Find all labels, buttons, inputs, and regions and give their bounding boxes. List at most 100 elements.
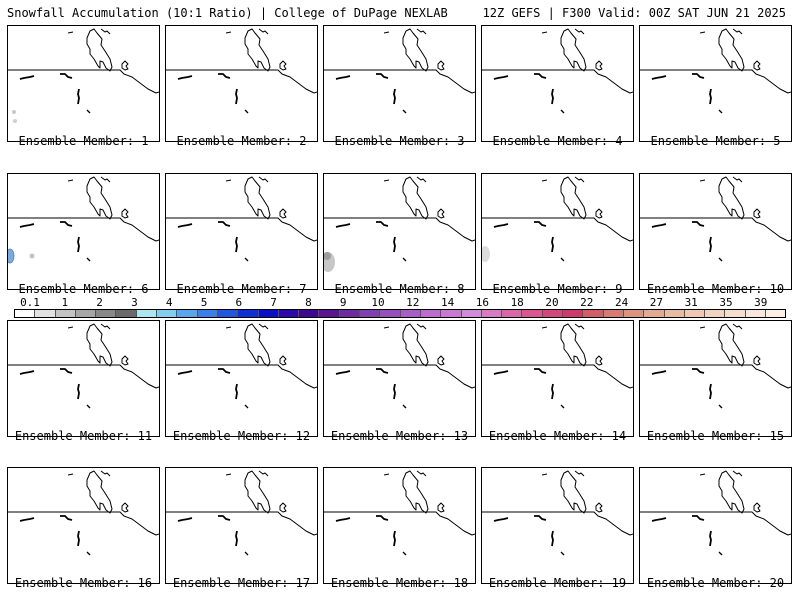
colorbar-swatch [15, 310, 36, 317]
colorbar-tick-label: 10 [371, 296, 385, 309]
ensemble-member-label: Ensemble Member: 16 [14, 576, 153, 590]
basemap-outline [166, 28, 317, 114]
colorbar-swatch [380, 310, 401, 317]
basemap-outline [8, 323, 159, 409]
basemap-outline [324, 28, 475, 114]
ensemble-map-panel [165, 320, 318, 437]
colorbar-swatch [583, 310, 604, 317]
colorbar-swatch [725, 310, 746, 317]
colorbar-tick-label: 35 [719, 296, 733, 309]
ensemble-map-panel [639, 173, 792, 290]
ensemble-member-label: Ensemble Member: 17 [172, 576, 311, 590]
colorbar-tick-label: 14 [440, 296, 455, 309]
basemap-outline [324, 323, 475, 409]
colorbar-tick-label: 39 [754, 296, 768, 309]
colorbar-swatch [238, 310, 259, 317]
colorbar-swatch [217, 310, 239, 317]
colorbar-swatch [157, 310, 178, 317]
basemap-outline [482, 323, 633, 409]
colorbar-swatch [96, 310, 117, 317]
basemap-outline [166, 323, 317, 409]
colorbar-tick-label: 4 [165, 296, 173, 309]
ensemble-map-panel [639, 467, 792, 584]
colorbar-swatch [299, 310, 320, 317]
ensemble-map-panel [7, 320, 160, 437]
colorbar-swatch [360, 310, 381, 317]
colorbar-tick-label: 24 [614, 296, 629, 309]
ensemble-member-label: Ensemble Member: 13 [330, 429, 469, 443]
basemap-outline [8, 470, 159, 556]
ensemble-map-panel [323, 173, 476, 290]
ensemble-map-panel [481, 467, 634, 584]
basemap-outline [640, 323, 791, 409]
colorbar-swatch [522, 310, 543, 317]
colorbar-tick-label: 27 [649, 296, 664, 309]
map-title: Snowfall Accumulation (10:1 Ratio) | Col… [7, 6, 448, 20]
ensemble-map-panel [481, 320, 634, 437]
ensemble-member-label: Ensemble Member: 10 [646, 282, 785, 296]
ensemble-member-label: Ensemble Member: 18 [330, 576, 469, 590]
colorbar-swatch [400, 310, 421, 317]
colorbar-tick-label: 6 [235, 296, 243, 309]
colorbar-swatch [664, 310, 685, 317]
ensemble-member-label: Ensemble Member: 9 [492, 282, 623, 296]
colorbar-swatch [441, 310, 462, 317]
colorbar-swatch [623, 310, 645, 317]
colorbar-swatch [116, 310, 137, 317]
colorbar-tick-label: 5 [200, 296, 208, 309]
colorbar-tick-label: 16 [475, 296, 490, 309]
basemap-outline [640, 28, 791, 114]
colorbar-swatch [75, 310, 97, 317]
colorbar-tick-label: 31 [684, 296, 698, 309]
colorbar-tick-label: 9 [339, 296, 347, 309]
colorbar-swatch [542, 310, 564, 317]
colorbar-swatch [563, 310, 584, 317]
colorbar-tick-label: 7 [270, 296, 277, 309]
ensemble-member-label: Ensemble Member: 7 [176, 282, 307, 296]
colorbar-swatch [745, 310, 766, 317]
colorbar-swatch [177, 310, 198, 317]
basemap-outline [324, 470, 475, 556]
ensemble-map-panel [7, 467, 160, 584]
ensemble-member-label: Ensemble Member: 1 [18, 134, 149, 148]
colorbar-tick-label: 0.1 [20, 296, 40, 309]
basemap-outline [640, 470, 791, 556]
ensemble-map-panel [323, 25, 476, 142]
ensemble-member-label: Ensemble Member: 12 [172, 429, 311, 443]
colorbar-swatch [502, 310, 523, 317]
colorbar-swatch [420, 310, 442, 317]
colorbar-swatch [258, 310, 279, 317]
colorbar-swatch [35, 310, 56, 317]
ensemble-member-label: Ensemble Member: 6 [18, 282, 149, 296]
colorbar-swatch [278, 310, 300, 317]
ensemble-map-panel [323, 320, 476, 437]
valid-time: 12Z GEFS | F300 Valid: 00Z SAT JUN 21 20… [482, 6, 786, 20]
ensemble-map-panel [165, 467, 318, 584]
ensemble-member-label: Ensemble Member: 4 [492, 134, 623, 148]
ensemble-member-label: Ensemble Member: 11 [14, 429, 153, 443]
basemap-outline [482, 470, 633, 556]
ensemble-map-panel [639, 25, 792, 142]
ensemble-member-label: Ensemble Member: 15 [646, 429, 785, 443]
colorbar-swatch [705, 310, 726, 317]
basemap-outline [8, 28, 159, 123]
colorbar-tick-label: 2 [96, 296, 103, 309]
colorbar-tick-label: 3 [131, 296, 138, 309]
ensemble-member-label: Ensemble Member: 19 [488, 576, 627, 590]
colorbar-tick-label: 8 [305, 296, 312, 309]
ensemble-map-panel [165, 25, 318, 142]
colorbar-tick-label: 22 [580, 296, 594, 309]
colorbar-swatch [461, 310, 482, 317]
colorbar [14, 309, 786, 318]
ensemble-member-label: Ensemble Member: 2 [176, 134, 307, 148]
colorbar-tick-label: 12 [406, 296, 420, 309]
basemap-outline [8, 176, 159, 264]
ensemble-map-panel [639, 320, 792, 437]
ensemble-map-panel [481, 173, 634, 290]
colorbar-swatch [765, 310, 786, 317]
ensemble-member-label: Ensemble Member: 5 [650, 134, 781, 148]
basemap-outline [482, 28, 633, 114]
colorbar-swatch [319, 310, 340, 317]
ensemble-map-panel [165, 173, 318, 290]
basemap-outline [324, 176, 475, 272]
